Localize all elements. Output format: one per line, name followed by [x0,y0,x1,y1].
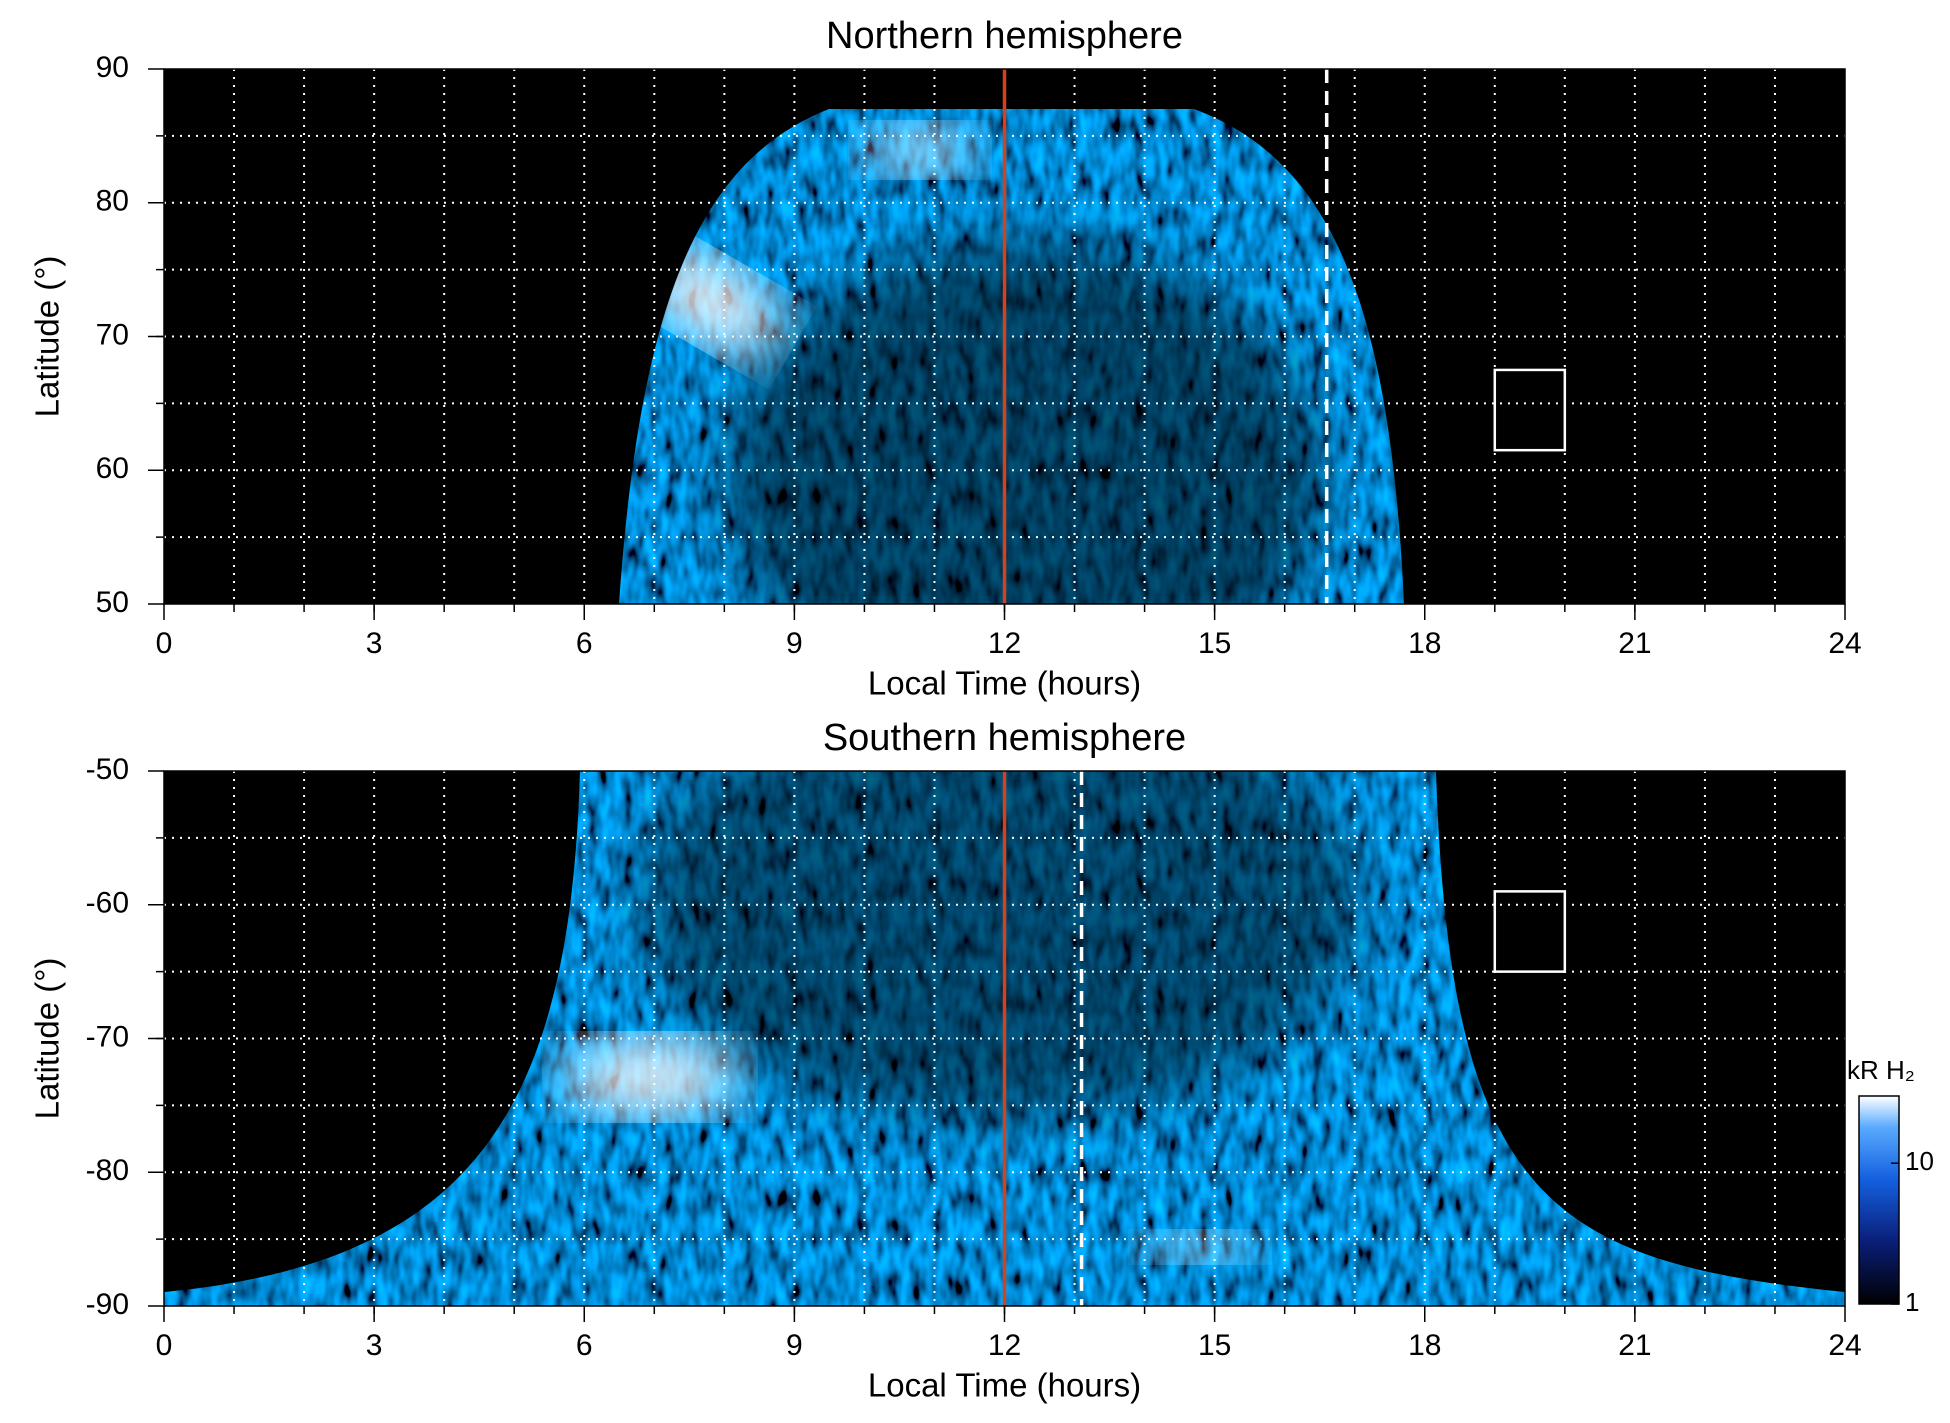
y-tick-label: 70 [96,318,129,351]
x-tick-label: 18 [1408,1329,1441,1362]
x-tick-label: 9 [786,627,803,660]
colorbar-label: kR H₂ [1847,1055,1915,1085]
x-tick-label: 0 [156,1329,173,1362]
region-box [1493,368,1567,452]
y-tick-label: -60 [86,887,129,920]
chart-title: Northern hemisphere [826,15,1183,57]
y-axis-label: Latitude (°) [29,256,66,418]
y-tick-label: 60 [96,452,129,485]
x-tick-label: 9 [786,1329,803,1362]
y-tick-label: 80 [96,185,129,218]
y-tick-label: -50 [86,753,129,786]
colorbar [1858,1095,1900,1305]
x-tick-label: 24 [1828,627,1861,660]
x-tick-label: 15 [1198,627,1231,660]
y-axis-label: Latitude (°) [29,958,66,1120]
x-axis-label: Local Time (hours) [868,665,1141,702]
x-tick-label: 24 [1828,1329,1861,1362]
x-tick-label: 0 [156,627,173,660]
x-tick-label: 6 [576,627,593,660]
overlays [1002,771,1567,1306]
x-tick-label: 18 [1408,627,1441,660]
north-panel: 0 3 6 9 12 15 18 21 24 50 60 70 80 90 Northern hemisph… [29,15,1862,702]
y-tick-label: -70 [86,1020,129,1053]
colorbar-tick-label: 10 [1905,1146,1934,1176]
x-tick-label: 15 [1198,1329,1231,1362]
y-tick-label: 90 [96,51,129,84]
x-tick-label: 12 [988,1329,1021,1362]
x-tick-label: 3 [366,1329,383,1362]
emission-map [619,109,1404,604]
chart-title: Southern hemisphere [823,717,1186,759]
x-tick-label: 21 [1618,1329,1651,1362]
y-tick-label: -80 [86,1154,129,1187]
colorbar-tick-label: 1 [1905,1287,1919,1317]
region-box [1493,890,1567,973]
x-tick-label: 21 [1618,627,1651,660]
y-tick-label: -90 [86,1288,129,1321]
overlays [1002,69,1567,604]
south-panel: 0 3 6 9 12 15 18 21 24 -90 -80 -70 -60 -50 Southern he… [29,717,1934,1404]
x-tick-label: 12 [988,627,1021,660]
y-tick-label: 50 [96,586,129,619]
x-axis-label: Local Time (hours) [868,1367,1141,1404]
x-tick-label: 3 [366,627,383,660]
x-tick-label: 6 [576,1329,593,1362]
